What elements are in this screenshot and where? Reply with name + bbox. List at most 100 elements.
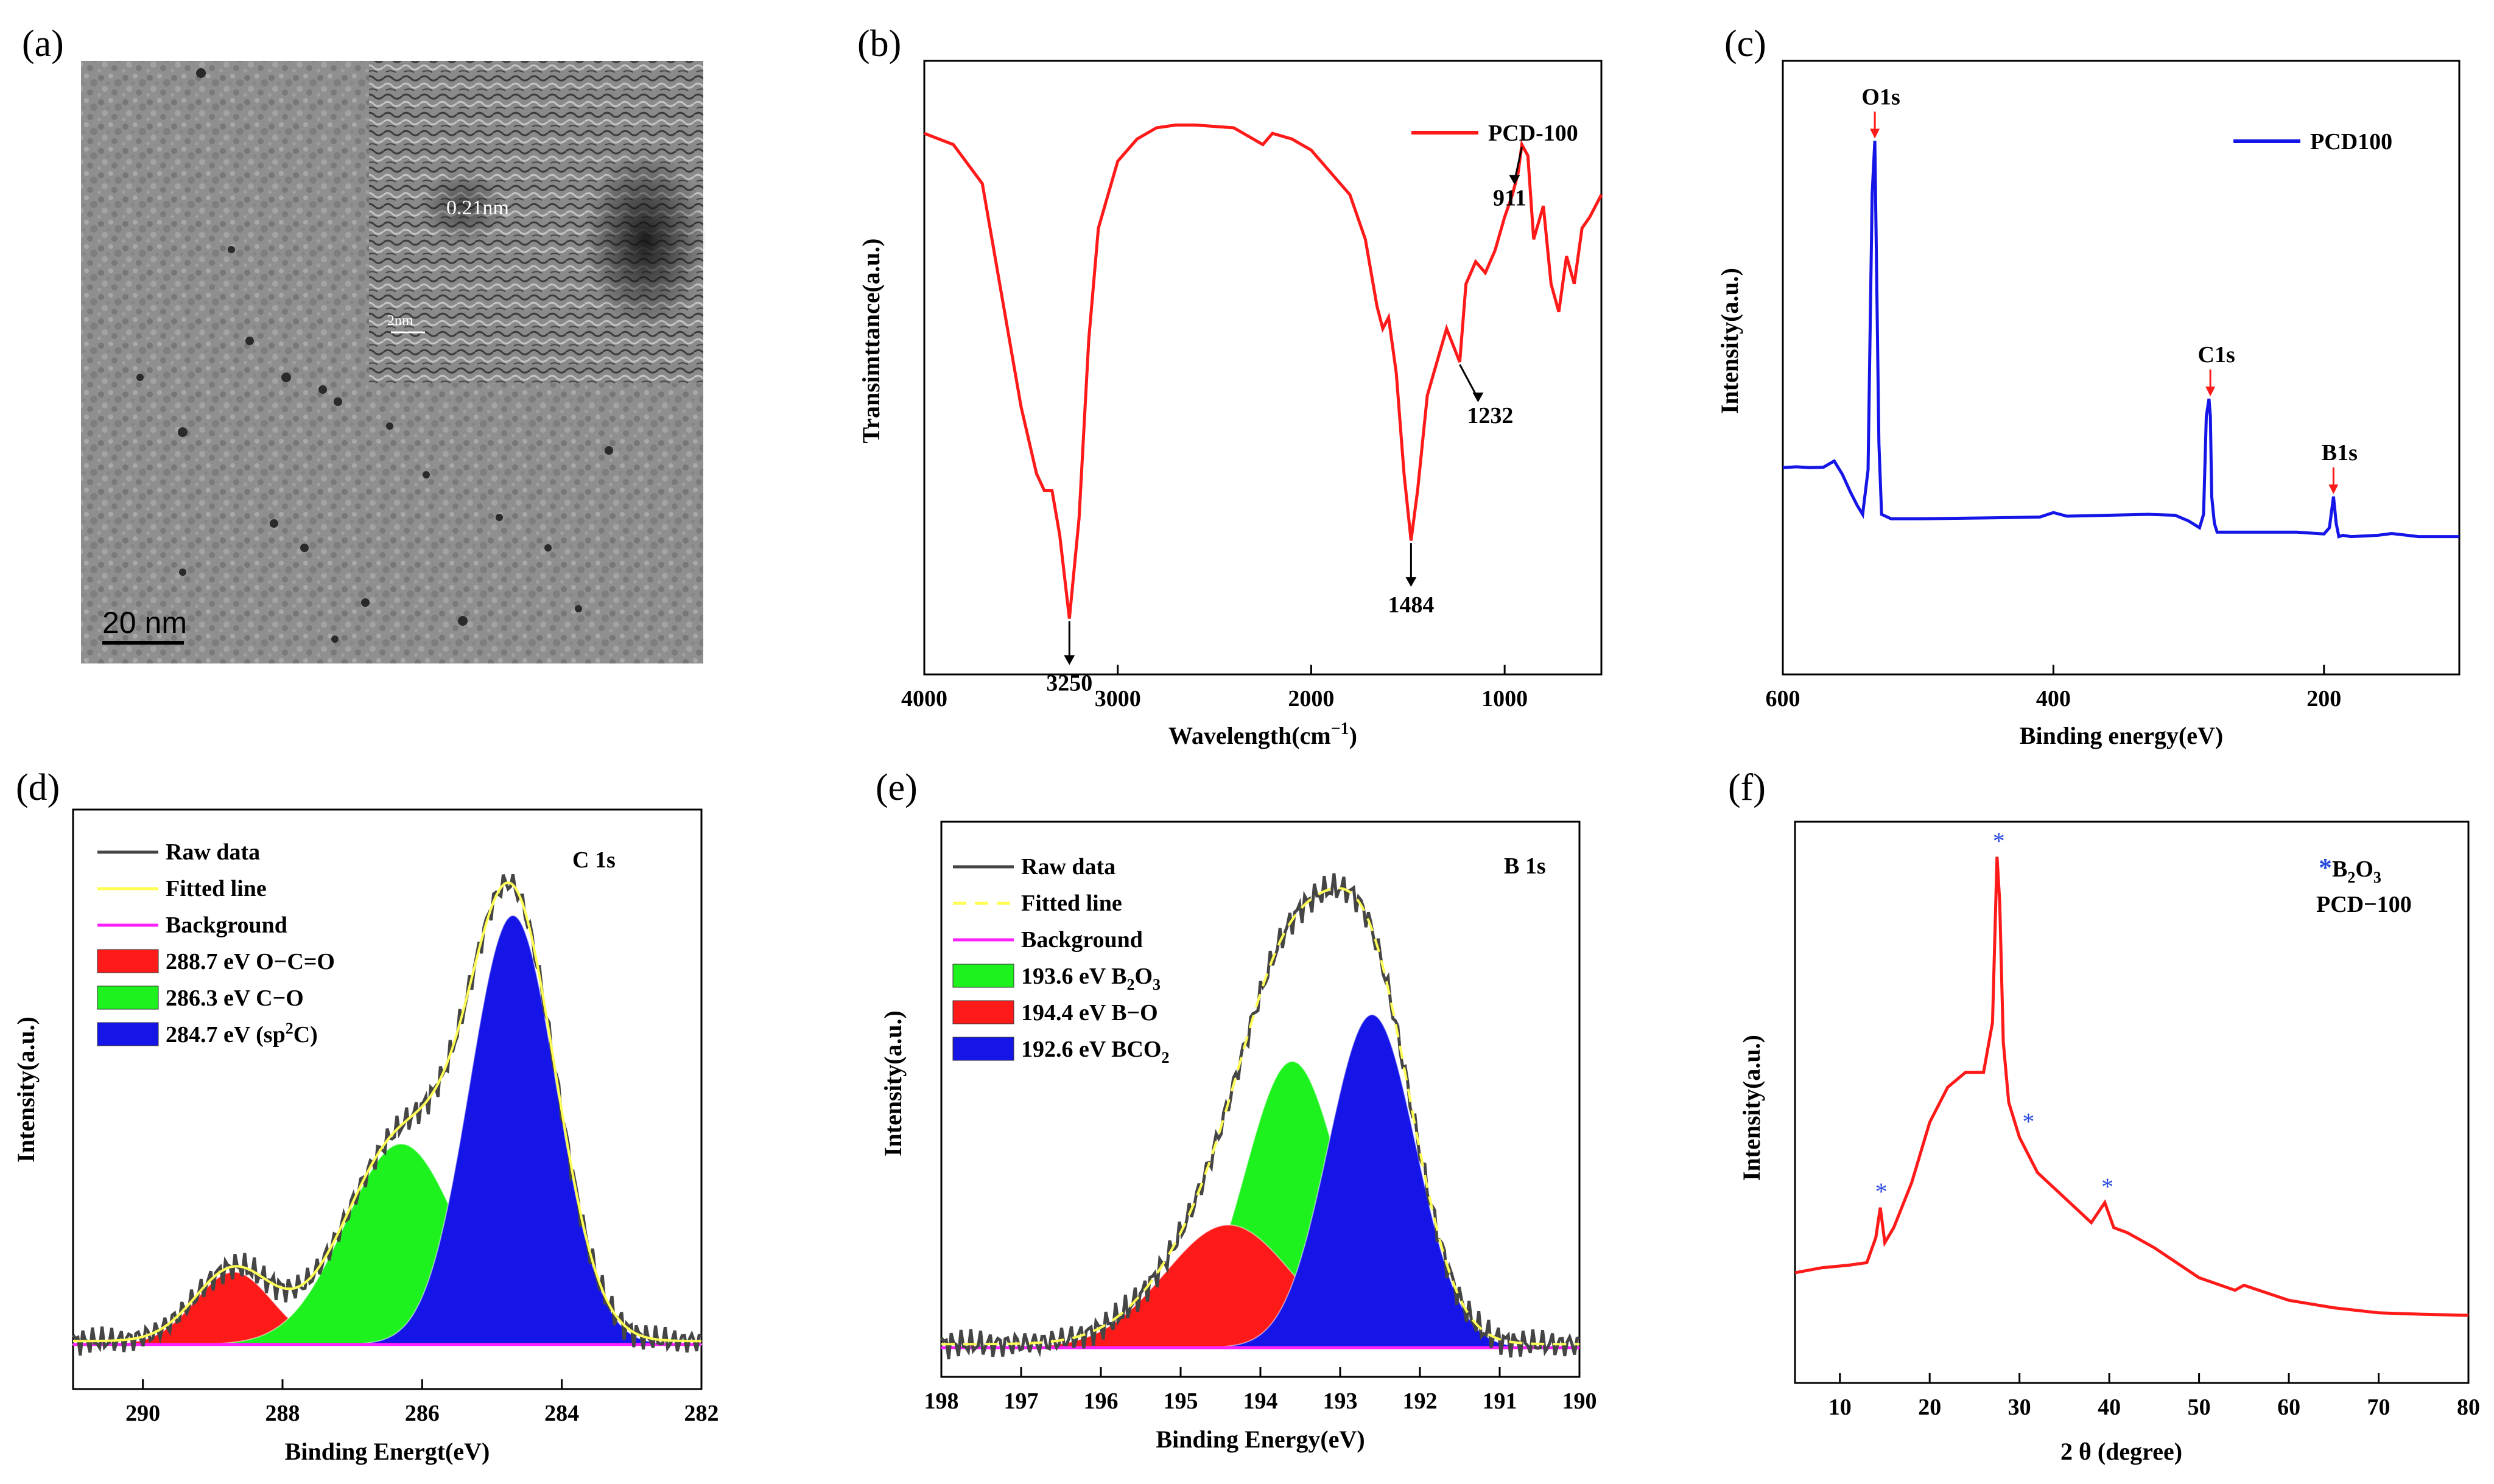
legend-label: 288.7 eV O−C=O [166,949,335,975]
inset-particle [420,170,505,243]
inset-dark-region [585,149,706,332]
panel-b-frame [923,60,1603,676]
panel-f-legend: *B2O3 PCD−100 [2316,853,2412,917]
xtick-label: 1000 [1481,686,1528,712]
component-fill-1 [941,1224,1579,1348]
panel-e-ylabel: Intensity(a.u.) [879,1010,907,1157]
fitted-line [73,881,701,1343]
arrow-head [2328,484,2339,494]
ftir-series-line [924,123,1603,619]
arrow-head [2205,387,2216,397]
inset-scale-label: 2nm [387,313,413,329]
xtick-label: 20 [1918,1395,1941,1420]
xtick-label: 60 [2277,1395,2300,1420]
panel-c-letter: (c) [1724,23,1766,65]
peak-label-b1s: B1s [2322,440,2358,466]
legend-label: Fitted line [166,876,267,901]
peak-label-911: 911 [1493,185,1526,211]
b1s-fit-lines [940,873,1580,1360]
c1s-fit-lines [71,873,702,1356]
legend-swatch-box [952,1000,1014,1024]
panel-b-legend: PCD-100 [1411,121,1578,146]
c1s-corner-label: C 1s [572,847,616,873]
panel-f: (f) **** 10 20 30 40 50 60 70 80 *B2O3 PCD−100 … [1728,767,2480,1465]
xtick-label: 4000 [901,686,947,712]
legend-label: 194.4 eV B−O [1021,1000,1158,1026]
arrow-head [1472,392,1484,402]
panel-d-xticks: 290 288 286 284 282 [125,1379,719,1426]
b2o3-star-marker: * [1875,1178,1888,1205]
xrd-b2o3-markers: * * * * [1875,827,2114,1205]
inset-lattice-label: 0.21nm [446,197,509,219]
panel-b: (b) 4000 3000 2000 1000 PCD-100 3250 1484 123… [857,23,1603,749]
legend-swatch-box [97,985,159,1010]
panel-a: (a) 0.21nm 2nm 20 nm [22,23,706,663]
legend-label: Fitted line [1021,891,1122,916]
xtick-label: 190 [1562,1388,1597,1414]
legend-swatch-box [952,964,1014,988]
xtick-label: 198 [924,1388,959,1414]
xtick-label: 288 [265,1401,300,1426]
legend-label-pcd100: PCD100 [2310,129,2392,155]
xtick-label: 196 [1084,1388,1119,1414]
nanoparticle-dots [136,68,613,643]
panel-f-letter: (f) [1728,767,1766,808]
panel-f-frame [1794,821,2470,1384]
panel-e-letter: (e) [876,767,918,808]
panel-d-frame [72,808,703,1390]
xtick-label: 30 [2008,1395,2031,1420]
arrow-head [1064,655,1075,665]
xrd-series-line [1794,856,2469,1317]
b2o3-star-marker: * [2022,1108,2034,1135]
xtick-label: 10 [1828,1395,1852,1420]
peak-label-o1s: O1s [1861,84,1900,110]
xps-survey-line [1782,141,2459,539]
legend-label-pcd-100: PCD-100 [1488,121,1578,146]
panel-e-xticks: 198 197 196 195 194 193 192 191 190 [924,1367,1597,1414]
arrow-head [1870,128,1880,139]
fitted-line [941,887,1579,1346]
xtick-label: 191 [1483,1388,1517,1414]
panel-e-legend: Raw data Fitted line Background 193.6 eV B2… [952,854,1169,1066]
xtick-label: 3000 [1095,686,1141,712]
panel-f-ylabel: Intensity(a.u.) [1738,1035,1765,1181]
xtick-label: 200 [2306,686,2341,712]
b1s-component-fills [941,1014,1579,1348]
xtick-label: 192 [1403,1388,1438,1414]
legend-swatch-box [97,949,159,973]
legend-label: 193.6 eV B2O3 [1021,964,1161,993]
xtick-label: 70 [2367,1395,2390,1420]
xtick-label: 50 [2188,1395,2211,1420]
ftir-peak-annotations: 3250 1484 1232 911 [1046,147,1526,696]
panel-f-xlabel: 2 θ (degree) [2060,1438,2182,1465]
panel-c-legend: PCD100 [2233,129,2392,155]
arrow-head [1509,175,1520,185]
panel-e: (e) 198 197 196 195 194 193 192 191 190 B 1s Raw… [876,767,1597,1453]
panel-d-legend: Raw data Fitted line Background 288.7 eV O−… [97,839,335,1048]
panel-b-ylabel: Transimttance(a.u.) [857,239,885,444]
xtick-label: 284 [544,1401,579,1426]
xtick-label: 80 [2457,1395,2480,1420]
panel-b-xlabel: Wavelength(cm−1) [1168,719,1357,749]
xtick-label: 2000 [1288,686,1334,712]
xtick-label: 195 [1164,1388,1198,1414]
panel-c-xlabel: Binding energy(eV) [2020,722,2223,749]
xtick-label: 286 [405,1401,440,1426]
panel-a-letter: (a) [22,23,64,65]
legend-b2o3: *B2O3 [2319,853,2381,886]
panel-d: (d) 290 288 286 284 282 C 1s Raw data Fitted … [12,767,719,1465]
legend-swatch-box [97,1022,159,1046]
legend-swatch-box [952,1037,1014,1061]
legend-label: Raw data [166,839,260,865]
peak-label-1232: 1232 [1467,403,1513,429]
raw-data-line [940,873,1580,1360]
panel-e-xlabel: Binding Energy(eV) [1156,1426,1365,1453]
xps-peak-annotations: O1s C1s B1s [1861,84,2358,494]
legend-pcd-100: PCD−100 [2316,892,2412,917]
xtick-label: 197 [1004,1388,1039,1414]
scale-bar-label: 20 nm [102,606,187,640]
legend-label: Background [166,912,287,938]
xtick-label: 290 [125,1401,160,1426]
arrow-head [1405,577,1417,587]
